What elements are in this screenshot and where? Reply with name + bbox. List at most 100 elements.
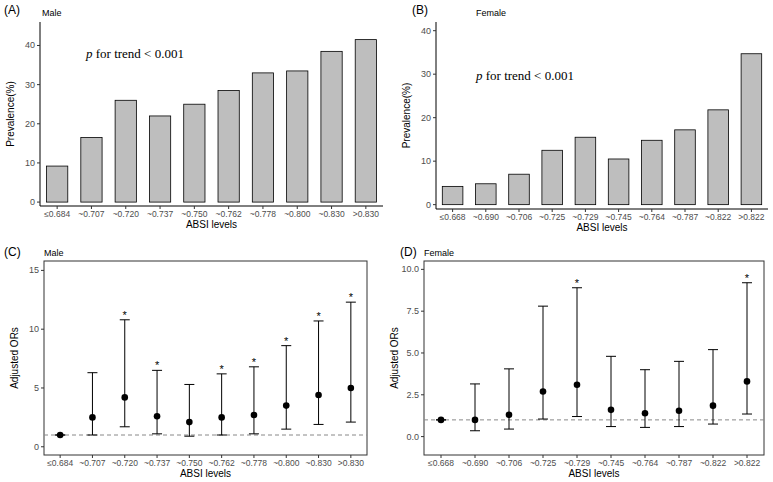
- error-cap-low: [504, 429, 514, 430]
- y-tick-label: 5.0: [406, 348, 419, 358]
- x-tick-label: ~0.737: [144, 458, 171, 468]
- error-cap-low: [606, 426, 616, 427]
- bar: [252, 73, 273, 202]
- y-axis-title: Prevalence(%): [5, 81, 16, 147]
- y-tick: [37, 123, 40, 124]
- bar: [642, 140, 663, 204]
- y-tick: [433, 30, 436, 31]
- error-bar: [606, 356, 616, 426]
- y-tick: [421, 269, 424, 270]
- x-tick-label: ~0.800: [284, 209, 311, 219]
- bar: [476, 184, 497, 205]
- y-axis-title: Adjusted ORs: [9, 327, 20, 389]
- error-bar: [572, 288, 582, 417]
- title: Male: [42, 8, 62, 18]
- bar: [442, 186, 463, 204]
- y-tick: [41, 446, 44, 447]
- error-cap-low: [152, 433, 162, 434]
- y-tick: [433, 117, 436, 118]
- y-tick-label: 30: [25, 80, 35, 90]
- bar: [81, 137, 102, 202]
- x-tick-label: ~0.745: [605, 212, 632, 222]
- error-cap-low: [742, 414, 752, 415]
- error-cap-low: [470, 430, 480, 431]
- y-tick-label: 7.5: [406, 306, 419, 316]
- x-tick-label: ~0.737: [147, 209, 174, 219]
- point: [89, 414, 96, 421]
- bar: [149, 116, 170, 202]
- bar: [675, 130, 696, 205]
- panel: (A)Male010203040≤0.684~0.707~0.720~0.737…: [4, 3, 383, 230]
- bar: [741, 54, 762, 205]
- x-tick-label: ~0.725: [539, 212, 566, 222]
- point: [121, 394, 128, 401]
- x-tick-label: ~0.778: [250, 209, 277, 219]
- x-tick-label: ~0.822: [705, 212, 732, 222]
- x-tick-label: ~0.707: [79, 458, 106, 468]
- error-cap-low: [314, 424, 324, 425]
- error-cap-low: [281, 429, 291, 430]
- x-tick-label: ~0.750: [181, 209, 208, 219]
- bar: [575, 137, 596, 204]
- title: Male: [44, 248, 64, 258]
- y-tick: [433, 161, 436, 162]
- y-tick-label: 40: [25, 40, 35, 50]
- point: [154, 413, 161, 420]
- error-stem: [286, 346, 287, 429]
- y-tick-label: 0: [30, 197, 35, 207]
- error-bar: [538, 306, 548, 419]
- error-bar: [346, 302, 356, 422]
- error-stem: [713, 350, 714, 424]
- x-tick-label: ~0.725: [530, 458, 557, 468]
- bar: [608, 159, 629, 205]
- error-bar: [217, 374, 227, 435]
- y-tick-label: 0: [34, 442, 39, 452]
- marks: [47, 40, 377, 202]
- y-tick-label: 0.0: [406, 432, 419, 442]
- x-tick-label: ~0.822: [700, 458, 727, 468]
- error-cap-high: [504, 368, 514, 369]
- annotation: p for trend < 0.001: [85, 46, 184, 61]
- x-tick-label: ≤0.684: [44, 209, 70, 219]
- annotation-rest: for trend < 0.001: [93, 46, 184, 61]
- error-stem: [509, 369, 510, 429]
- x-tick-label: ~0.762: [209, 458, 236, 468]
- title: Female: [424, 248, 454, 258]
- error-cap-low: [674, 426, 684, 427]
- point: [186, 419, 193, 426]
- panel: (D)Female0.02.55.07.510.0≤0.668~0.690~0.…: [389, 245, 764, 479]
- x-tick-label: ~0.764: [639, 212, 666, 222]
- y-tick: [37, 45, 40, 46]
- error-stem: [543, 306, 544, 419]
- y-tick: [433, 74, 436, 75]
- x-tick-label: ~0.707: [78, 209, 105, 219]
- x-axis-title: ABSI levels: [576, 222, 627, 233]
- error-stem: [221, 374, 222, 435]
- y-tick-label: 10: [25, 158, 35, 168]
- error-bar: [504, 369, 514, 429]
- x-tick-label: ~0.787: [666, 458, 693, 468]
- point: [540, 388, 547, 395]
- error-stem: [318, 321, 319, 424]
- error-stem: [475, 384, 476, 431]
- error-stem: [577, 288, 578, 417]
- error-bar: [184, 384, 194, 436]
- x-tick-label: >0.822: [734, 458, 761, 468]
- x-axis-title: ABSI levels: [180, 468, 231, 479]
- significance-star: *: [575, 277, 580, 289]
- y-tick: [421, 352, 424, 353]
- y-tick: [421, 394, 424, 395]
- point: [608, 407, 615, 414]
- x-axis-title: ABSI levels: [568, 468, 619, 479]
- point: [283, 402, 290, 409]
- y-tick-label: 10: [29, 324, 39, 334]
- bar: [184, 104, 205, 202]
- error-cap-low: [572, 416, 582, 417]
- x-tick-label: ~0.750: [176, 458, 203, 468]
- error-bar: [640, 370, 650, 428]
- error-bar: [470, 384, 480, 431]
- bar: [708, 110, 729, 205]
- error-stem: [679, 361, 680, 426]
- y-tick: [421, 311, 424, 312]
- error-bar: [249, 367, 259, 434]
